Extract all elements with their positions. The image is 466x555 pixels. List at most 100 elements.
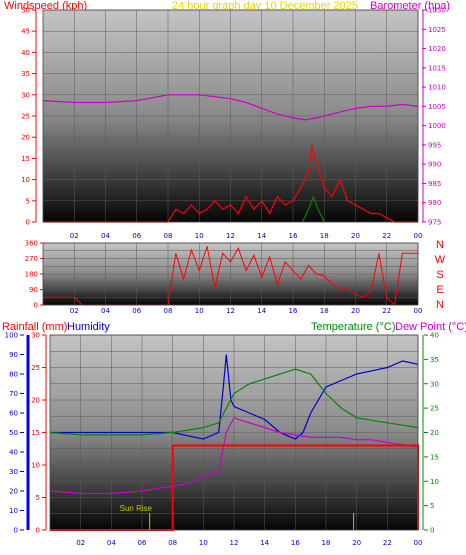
x-tick-label: 18 <box>320 232 329 240</box>
y-tick-label: 1005 <box>428 103 446 111</box>
y-tick-label: 1025 <box>428 26 446 34</box>
x-tick-label: 20 <box>351 232 360 240</box>
y-tick-label: 980 <box>428 199 441 207</box>
x-tick-label: 12 <box>230 539 239 547</box>
y-tick-label: 40 <box>9 449 18 457</box>
y-tick-label: 360 <box>25 240 38 248</box>
humidity-label: Humidity <box>67 321 110 333</box>
temperature-label: Temperature (°C) <box>311 321 396 333</box>
y-tick-label: 40 <box>430 332 439 340</box>
y-tick-label: 990 <box>428 161 441 169</box>
x-tick-label: 00 <box>414 307 423 315</box>
y-tick-label: 50 <box>9 429 18 437</box>
y-tick-label: 985 <box>428 180 441 188</box>
sunrise-label: Sun Rise <box>120 504 153 513</box>
x-tick-label: 02 <box>76 539 85 547</box>
x-tick-label: 22 <box>383 539 392 547</box>
y-tick-label: 50 <box>21 7 30 15</box>
x-tick-label: 04 <box>107 539 116 547</box>
direction-label: E <box>436 284 443 296</box>
y-tick-label: 1030 <box>428 7 446 15</box>
series-barometer <box>42 94 419 121</box>
windspeed-label: Windspeed (kph) <box>4 0 88 12</box>
x-tick-label: 22 <box>382 232 391 240</box>
y-tick-label: 30 <box>31 332 40 340</box>
y-tick-label: 0 <box>36 527 40 535</box>
direction-label: N <box>436 239 444 251</box>
x-tick-label: 16 <box>289 232 298 240</box>
y-tick-label: 25 <box>21 113 30 121</box>
y-tick-label: 70 <box>9 390 18 398</box>
panel-border <box>49 334 419 531</box>
y-tick-label: 1020 <box>428 45 446 53</box>
y-tick-label: 20 <box>9 488 18 496</box>
x-tick-label: 10 <box>199 539 208 547</box>
direction-label: N <box>436 299 444 311</box>
x-tick-label: 14 <box>257 307 266 315</box>
y-tick-label: 0 <box>430 527 434 535</box>
x-tick-label: 08 <box>164 232 173 240</box>
x-tick-label: 14 <box>257 232 266 240</box>
x-tick-label: 12 <box>226 307 235 315</box>
x-tick-label: 18 <box>322 539 331 547</box>
y-tick-label: 995 <box>428 141 441 149</box>
y-tick-label: 0 <box>14 527 18 535</box>
x-tick-label: 22 <box>382 307 391 315</box>
y-tick-label: 10 <box>21 176 30 184</box>
y-tick-label: 20 <box>430 429 439 437</box>
y-tick-label: 1000 <box>428 122 446 130</box>
y-tick-label: 90 <box>29 286 38 294</box>
x-tick-label: 06 <box>132 307 141 315</box>
y-tick-label: 10 <box>9 507 18 515</box>
x-tick-label: 16 <box>291 539 300 547</box>
x-tick-label: 02 <box>70 307 79 315</box>
panel-border <box>42 242 419 306</box>
barometer-label: Barometer (hpa) <box>370 0 451 12</box>
x-tick-label: 06 <box>138 539 147 547</box>
x-tick-label: 04 <box>101 307 110 315</box>
x-tick-label: 20 <box>351 307 360 315</box>
x-tick-label: 08 <box>164 307 173 315</box>
y-tick-label: 60 <box>9 410 18 418</box>
rainfall-label: Rainfall (mm) <box>2 321 68 333</box>
y-tick-label: 40 <box>21 49 30 57</box>
x-tick-label: 06 <box>132 232 141 240</box>
x-tick-label: 04 <box>101 232 110 240</box>
x-tick-label: 18 <box>320 307 329 315</box>
series-wind <box>43 145 418 223</box>
y-tick-label: 25 <box>31 364 40 372</box>
x-tick-label: 12 <box>226 232 235 240</box>
y-tick-label: 1015 <box>428 64 446 72</box>
series-direction <box>43 246 418 306</box>
direction-label: W <box>435 254 446 266</box>
y-tick-label: 1010 <box>428 84 446 92</box>
y-tick-label: 10 <box>430 478 439 486</box>
y-tick-label: 0 <box>26 219 30 227</box>
y-tick-label: 100 <box>5 332 18 340</box>
x-tick-label: 14 <box>260 539 269 547</box>
y-tick-label: 10 <box>31 462 40 470</box>
y-tick-label: 35 <box>21 70 30 78</box>
y-tick-label: 30 <box>21 91 30 99</box>
panel-border <box>42 9 419 223</box>
y-tick-label: 15 <box>430 453 439 461</box>
chart-title: 24 hour graph day 10 December 2025 <box>172 0 358 12</box>
series-dew-point <box>49 417 419 494</box>
y-tick-label: 5 <box>26 197 30 205</box>
x-tick-label: 08 <box>168 539 177 547</box>
y-tick-label: 20 <box>21 134 30 142</box>
y-tick-label: 25 <box>430 405 439 413</box>
y-tick-label: 20 <box>31 397 40 405</box>
x-tick-label: 20 <box>352 539 361 547</box>
x-tick-label: 10 <box>195 307 204 315</box>
x-tick-label: 00 <box>414 539 423 547</box>
y-tick-label: 35 <box>430 356 439 364</box>
y-tick-label: 80 <box>9 371 18 379</box>
y-tick-label: 0 <box>34 302 38 310</box>
y-tick-label: 45 <box>21 28 30 36</box>
x-tick-label: 16 <box>289 307 298 315</box>
dewpoint-label: Dew Point (°C) <box>395 321 466 333</box>
y-tick-label: 15 <box>21 155 30 163</box>
y-tick-label: 90 <box>9 351 18 359</box>
